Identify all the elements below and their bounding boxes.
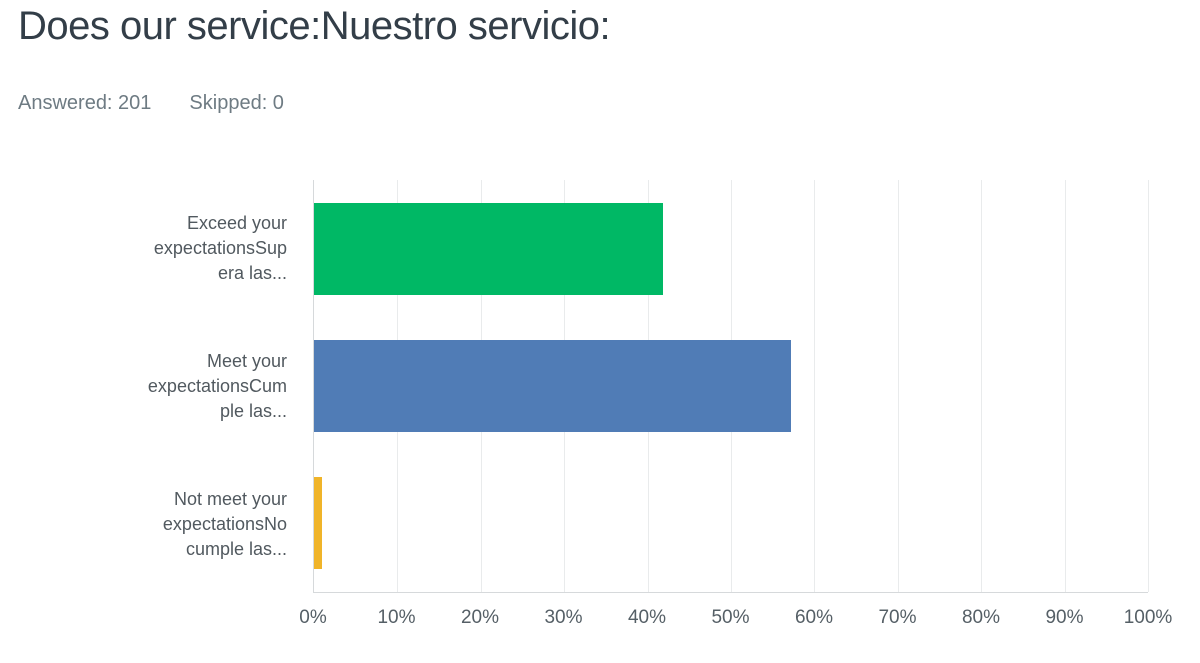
- gridline: [981, 180, 983, 592]
- category-label: Exceed your expectationsSup era las...: [153, 213, 287, 284]
- x-tick-label: 70%: [878, 607, 917, 628]
- category-label: Not meet your expectationsNo cumple las.…: [162, 488, 287, 559]
- x-tick-label: 40%: [627, 607, 667, 628]
- answered-count: Answered: 201: [18, 92, 152, 114]
- x-tick-label: 90%: [1045, 607, 1084, 628]
- bar-row: [314, 317, 1148, 454]
- category-label-column: Exceed your expectationsSup era las... Me…: [0, 180, 287, 593]
- x-tick-label: 20%: [460, 607, 500, 628]
- bars-container: [314, 180, 1148, 592]
- x-tick-label: 0%: [299, 607, 327, 628]
- question-title: Does our service:Nuestro servicio:: [18, 4, 611, 48]
- horizontal-bar-chart: Exceed your expectationsSup era las... Me…: [0, 180, 1200, 593]
- bar-2[interactable]: [314, 339, 792, 432]
- x-tick-label: 10%: [377, 607, 416, 628]
- bar-1[interactable]: [314, 202, 663, 295]
- bar-row: [314, 455, 1148, 592]
- x-tick-label: 60%: [794, 607, 834, 628]
- x-tick-label: 100%: [1123, 607, 1173, 628]
- category-label-row: Meet your expectationsCum ple las...: [0, 318, 287, 456]
- x-tick-label: 50%: [711, 607, 750, 628]
- gridline: [1064, 180, 1066, 592]
- gridline: [814, 180, 816, 592]
- category-label: Meet your expectationsCum ple las...: [147, 351, 287, 421]
- x-tick-label: 30%: [544, 607, 583, 628]
- category-label-row: Exceed your expectationsSup era las...: [0, 180, 287, 318]
- category-label-row: Not meet your expectationsNo cumple las.…: [0, 455, 287, 593]
- x-axis: 0% 10% 20% 30% 40% 50% 60% 70% 80% 90% 100%: [299, 593, 1172, 638]
- bar-3[interactable]: [314, 477, 323, 570]
- plot-area: [313, 180, 1149, 593]
- skipped-count: Skipped: 0: [189, 92, 284, 114]
- bar-row: [314, 180, 1148, 317]
- x-tick-label: 80%: [961, 607, 1001, 628]
- gridline: [897, 180, 899, 592]
- response-stats: Answered: 201 Skipped: 0: [18, 92, 284, 115]
- gridline: [1148, 180, 1149, 592]
